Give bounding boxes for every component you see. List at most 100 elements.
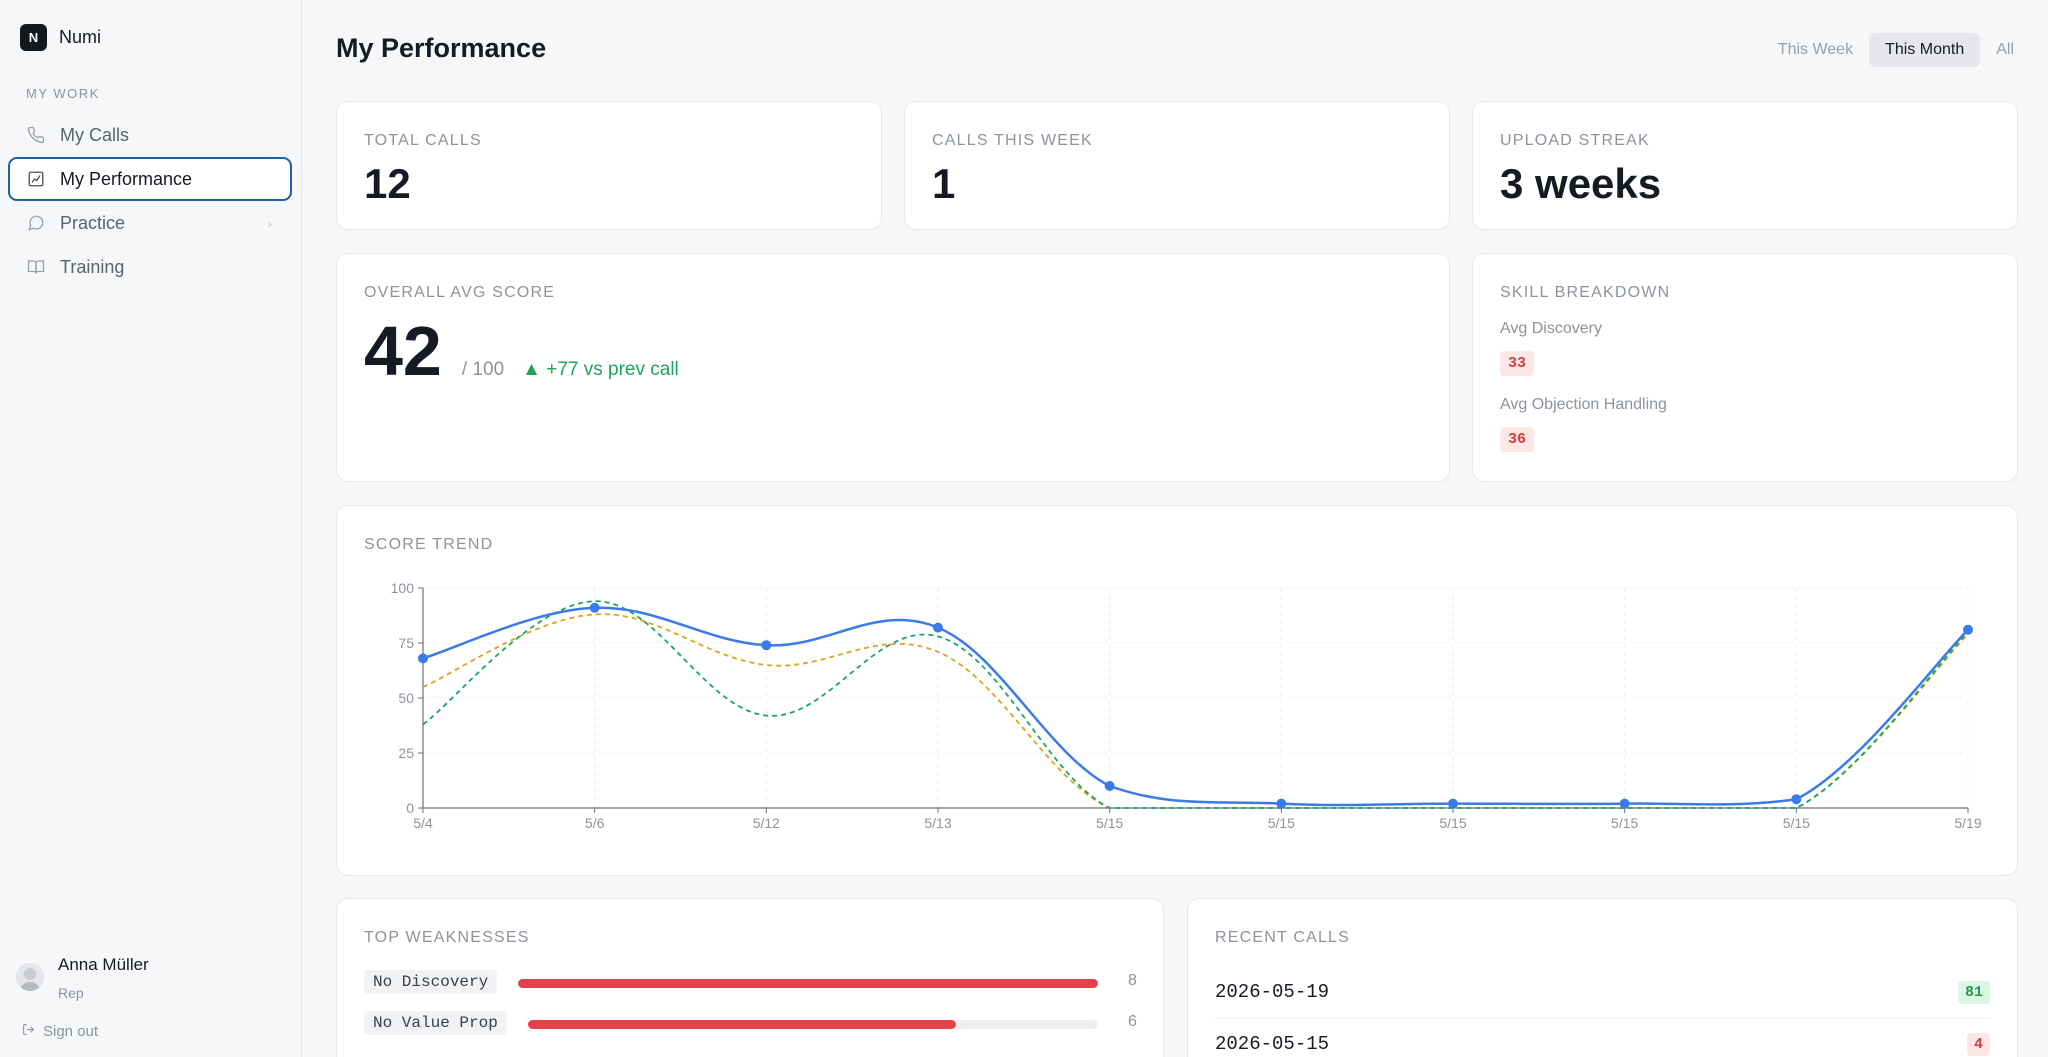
weakness-count: 8 [1128, 972, 1137, 989]
skill-objection-badge: 36 [1500, 427, 1535, 452]
weakness-tag: No Value Prop [364, 1011, 507, 1035]
recent-calls-card: RECENT CALLS 2026-05-19 81 2026-05-15 4 [1187, 898, 2018, 1057]
x-tick-label: 5/15 [1439, 815, 1466, 831]
calls-this-week-card: CALLS THIS WEEK 1 [904, 101, 1450, 230]
weakness-tag: No Discovery [364, 970, 498, 994]
avatar [16, 963, 44, 991]
brand-name: Numi [59, 27, 102, 47]
y-tick-label: 0 [406, 800, 414, 816]
book-icon [26, 257, 46, 277]
skill-breakdown-label: SKILL BREAKDOWN [1500, 284, 1671, 301]
top-weaknesses-card: TOP WEAKNESSES No Discovery 8 No Value P… [336, 898, 1164, 1057]
data-point [933, 622, 943, 633]
weakness-count: 6 [1128, 1013, 1137, 1030]
sidebar-item-practice[interactable]: Practice › [8, 201, 292, 245]
sidebar-item-label: Training [60, 256, 125, 277]
sign-out-label: Sign out [43, 1023, 99, 1040]
y-tick-label: 100 [391, 580, 415, 596]
overall-score-card: OVERALL AVG SCORE 42 / 100 ▲ +77 vs prev… [336, 253, 1450, 482]
sidebar: N Numi MY WORK My Calls My Performance P… [0, 0, 302, 1057]
data-point [418, 653, 428, 664]
series-line-0 [422, 606, 1969, 807]
recent-call-date: 2026-05-15 [1215, 1033, 1330, 1055]
recent-call-row[interactable]: 2026-05-19 81 [1215, 969, 1990, 1019]
sidebar-section-label: MY WORK [26, 86, 100, 101]
calls-this-week-value: 1 [932, 160, 956, 207]
weakness-row: No Value Prop 6 [364, 1011, 1164, 1037]
chart-icon [26, 169, 46, 189]
recent-call-score: 4 [1966, 1033, 1990, 1056]
range-tabs: This Week This Month All [1762, 33, 2030, 67]
overall-score-delta: ▲ +77 vs prev call [522, 359, 679, 380]
brand[interactable]: N Numi [20, 24, 101, 51]
skill-objection-label: Avg Objection Handling [1500, 396, 1667, 413]
x-tick-label: 5/19 [1954, 815, 1981, 831]
data-point [761, 640, 772, 651]
data-point [1619, 798, 1630, 809]
user-role: Rep [58, 985, 84, 1001]
data-point [1104, 781, 1115, 791]
x-tick-label: 5/15 [1268, 815, 1295, 831]
data-point [1963, 624, 1973, 635]
overall-score: 42 / 100 ▲ +77 vs prev call [364, 316, 679, 386]
recent-call-score: 81 [1957, 981, 1990, 1004]
y-tick-label: 25 [398, 745, 414, 761]
sidebar-nav: My Calls My Performance Practice › Train… [8, 113, 292, 289]
recent-call-row[interactable]: 2026-05-15 4 [1215, 1021, 1990, 1057]
upload-streak-value: 3 weeks [1500, 160, 1662, 207]
y-tick-label: 75 [398, 635, 414, 651]
chevron-right-icon: › [267, 215, 272, 231]
upload-streak-card: UPLOAD STREAK 3 weeks [1472, 101, 2018, 230]
data-point [1276, 798, 1287, 809]
sidebar-item-label: My Calls [60, 124, 130, 145]
sign-out-icon [22, 1023, 35, 1040]
recent-calls-label: RECENT CALLS [1215, 929, 1351, 946]
top-weaknesses-label: TOP WEAKNESSES [364, 929, 530, 946]
tab-this-month[interactable]: This Month [1869, 33, 1981, 67]
skill-discovery-label: Avg Discovery [1500, 320, 1602, 337]
x-tick-label: 5/4 [413, 815, 433, 831]
overall-score-denominator: / 100 [461, 359, 505, 380]
user-name: Anna Müller [58, 955, 149, 974]
tab-all[interactable]: All [1996, 41, 2014, 58]
x-tick-label: 5/12 [753, 815, 780, 831]
x-tick-label: 5/15 [1096, 815, 1123, 831]
data-point [1791, 794, 1802, 805]
score-trend-card: SCORE TREND 0 25 50 75 100 5/4 5/6 5/12 5/13 5/15… [336, 505, 2018, 876]
sidebar-item-my-performance[interactable]: My Performance [8, 157, 292, 201]
skill-discovery-badge: 33 [1500, 351, 1535, 376]
data-point [589, 602, 600, 613]
sidebar-item-my-calls[interactable]: My Calls [8, 113, 292, 157]
phone-icon [26, 125, 46, 145]
calls-this-week-label: CALLS THIS WEEK [932, 132, 1093, 149]
chat-bubble-icon [26, 213, 46, 233]
page-title: My Performance [336, 33, 547, 63]
sign-out-button[interactable]: Sign out [22, 1023, 98, 1040]
brand-logo: N [20, 24, 47, 51]
y-tick-label: 50 [398, 690, 414, 706]
x-tick-label: 5/15 [1783, 815, 1810, 831]
tab-this-week[interactable]: This Week [1777, 41, 1854, 58]
x-tick-label: 5/13 [924, 815, 951, 831]
weakness-bar-track [528, 1020, 1098, 1029]
recent-call-date: 2026-05-19 [1215, 981, 1330, 1003]
score-trend-chart: 0 25 50 75 100 5/4 5/6 5/12 5/13 5/15 5/15 5/15 5/15… [391, 580, 1982, 831]
sidebar-item-label: Practice [60, 212, 126, 233]
weakness-row: No Discovery 8 [364, 970, 1164, 996]
overall-score-label: OVERALL AVG SCORE [364, 284, 556, 301]
x-tick-label: 5/6 [585, 815, 605, 831]
x-tick-label: 5/15 [1611, 815, 1638, 831]
series-line-2 [422, 600, 1969, 809]
total-calls-card: TOTAL CALLS 12 [336, 101, 882, 230]
total-calls-value: 12 [364, 160, 411, 207]
total-calls-label: TOTAL CALLS [364, 132, 482, 149]
sidebar-item-training[interactable]: Training [8, 245, 292, 289]
score-trend-label: SCORE TREND [364, 536, 494, 553]
sidebar-item-label: My Performance [60, 168, 193, 189]
skill-breakdown-card: SKILL BREAKDOWN Avg Discovery 33 Avg Obj… [1472, 253, 2018, 482]
user-profile[interactable]: Anna Müller Rep [16, 953, 149, 1001]
weakness-bar-track [518, 979, 1098, 988]
weakness-bar-fill [528, 1020, 956, 1029]
weakness-bar-fill [518, 979, 1098, 988]
upload-streak-label: UPLOAD STREAK [1500, 132, 1650, 149]
